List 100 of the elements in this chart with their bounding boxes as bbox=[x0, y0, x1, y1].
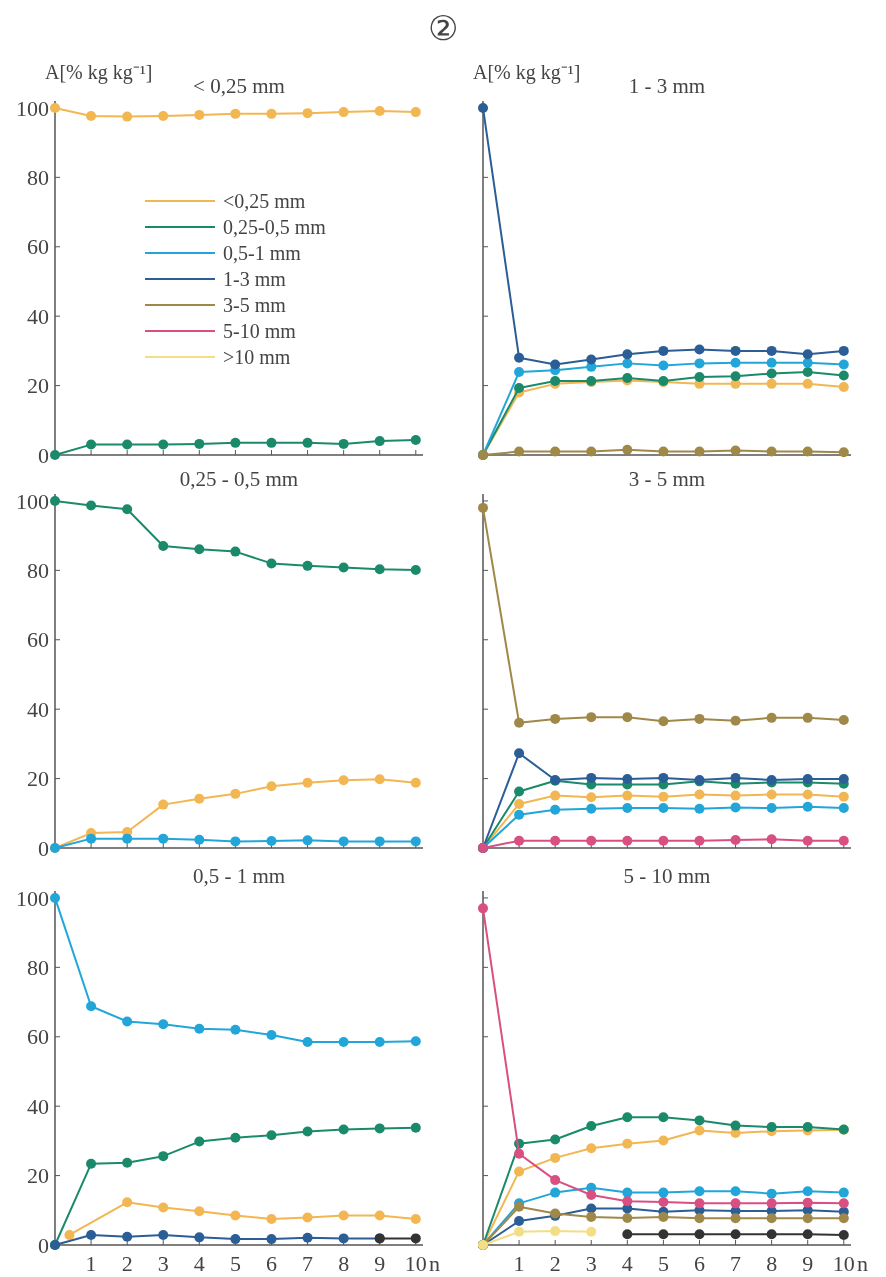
point bbox=[838, 1187, 849, 1198]
point bbox=[730, 802, 741, 813]
point bbox=[50, 450, 60, 460]
point bbox=[622, 1138, 633, 1149]
point bbox=[374, 1123, 385, 1134]
point bbox=[694, 789, 705, 800]
point bbox=[694, 371, 705, 382]
point bbox=[266, 836, 277, 847]
chart-title: 0,5 - 1 mm bbox=[192, 864, 286, 888]
point bbox=[514, 786, 525, 797]
point bbox=[230, 1210, 241, 1221]
point bbox=[838, 714, 849, 725]
point bbox=[586, 1143, 597, 1154]
point bbox=[694, 1198, 705, 1209]
point bbox=[86, 1001, 97, 1012]
point bbox=[194, 1206, 205, 1217]
point bbox=[158, 439, 169, 450]
point bbox=[266, 1213, 277, 1224]
point bbox=[586, 446, 597, 457]
point bbox=[802, 1213, 813, 1224]
point bbox=[122, 833, 133, 844]
point bbox=[802, 801, 813, 812]
point bbox=[550, 1187, 561, 1198]
point bbox=[586, 835, 597, 846]
point bbox=[766, 1188, 777, 1199]
legend-label: 3-5 mm bbox=[223, 294, 287, 316]
point bbox=[802, 367, 813, 378]
point bbox=[86, 500, 97, 511]
point bbox=[514, 383, 525, 394]
point bbox=[302, 108, 313, 119]
point bbox=[622, 444, 633, 455]
point bbox=[194, 1136, 205, 1147]
point bbox=[766, 1229, 777, 1240]
point bbox=[694, 344, 705, 355]
point bbox=[158, 833, 169, 844]
point bbox=[86, 110, 97, 121]
y-tick-label: 40 bbox=[27, 303, 49, 329]
x-tick-label: 7 bbox=[302, 1251, 314, 1276]
point bbox=[338, 775, 349, 786]
point bbox=[194, 1232, 205, 1243]
point bbox=[694, 1186, 705, 1197]
point bbox=[658, 446, 669, 457]
y-tick-label: 20 bbox=[27, 766, 49, 792]
point bbox=[374, 436, 385, 447]
point bbox=[694, 1125, 705, 1136]
point bbox=[622, 835, 633, 846]
point bbox=[374, 1036, 385, 1047]
point bbox=[838, 835, 849, 846]
point bbox=[230, 108, 241, 119]
point bbox=[550, 835, 561, 846]
y-tick-label: 80 bbox=[27, 955, 49, 981]
y-tick-label: 60 bbox=[27, 234, 49, 260]
point bbox=[158, 1229, 169, 1240]
point bbox=[694, 835, 705, 846]
point bbox=[122, 1157, 133, 1168]
y-tick-label: 100 bbox=[16, 488, 49, 514]
point bbox=[766, 1198, 777, 1209]
point bbox=[338, 1210, 349, 1221]
point bbox=[266, 108, 277, 119]
x-tick-label: 1 bbox=[513, 1251, 525, 1276]
x-tick-label: 9 bbox=[802, 1251, 814, 1276]
point bbox=[338, 107, 349, 118]
text: ② bbox=[428, 10, 458, 47]
point bbox=[694, 358, 705, 369]
y-tick-label: 80 bbox=[27, 558, 49, 584]
point bbox=[550, 359, 561, 370]
point bbox=[338, 562, 349, 573]
point bbox=[374, 1210, 385, 1221]
point bbox=[410, 1213, 421, 1224]
point bbox=[694, 803, 705, 814]
point bbox=[550, 804, 561, 815]
point bbox=[658, 345, 669, 356]
point bbox=[514, 352, 525, 363]
point bbox=[514, 1166, 525, 1177]
point bbox=[802, 1197, 813, 1208]
point bbox=[622, 773, 633, 784]
legend-label: 0,25-0,5 mm bbox=[223, 216, 327, 238]
chart-title: 1 - 3 mm bbox=[628, 74, 706, 98]
point bbox=[802, 357, 813, 368]
point bbox=[730, 445, 741, 456]
point bbox=[730, 1120, 741, 1131]
point bbox=[266, 781, 277, 792]
point bbox=[766, 378, 777, 389]
point bbox=[622, 349, 633, 360]
point bbox=[802, 789, 813, 800]
point bbox=[838, 773, 849, 784]
point bbox=[514, 367, 525, 378]
point bbox=[586, 1190, 597, 1201]
point bbox=[478, 102, 488, 113]
point bbox=[730, 357, 741, 368]
point bbox=[730, 715, 741, 726]
point bbox=[338, 438, 349, 449]
point bbox=[658, 1229, 669, 1240]
point bbox=[838, 1198, 849, 1209]
point bbox=[478, 502, 488, 513]
x-tick-label: 4 bbox=[193, 1251, 205, 1276]
point bbox=[586, 792, 597, 803]
x-tick-label: 10 bbox=[832, 1251, 855, 1276]
point bbox=[730, 1198, 741, 1209]
point bbox=[550, 790, 561, 801]
